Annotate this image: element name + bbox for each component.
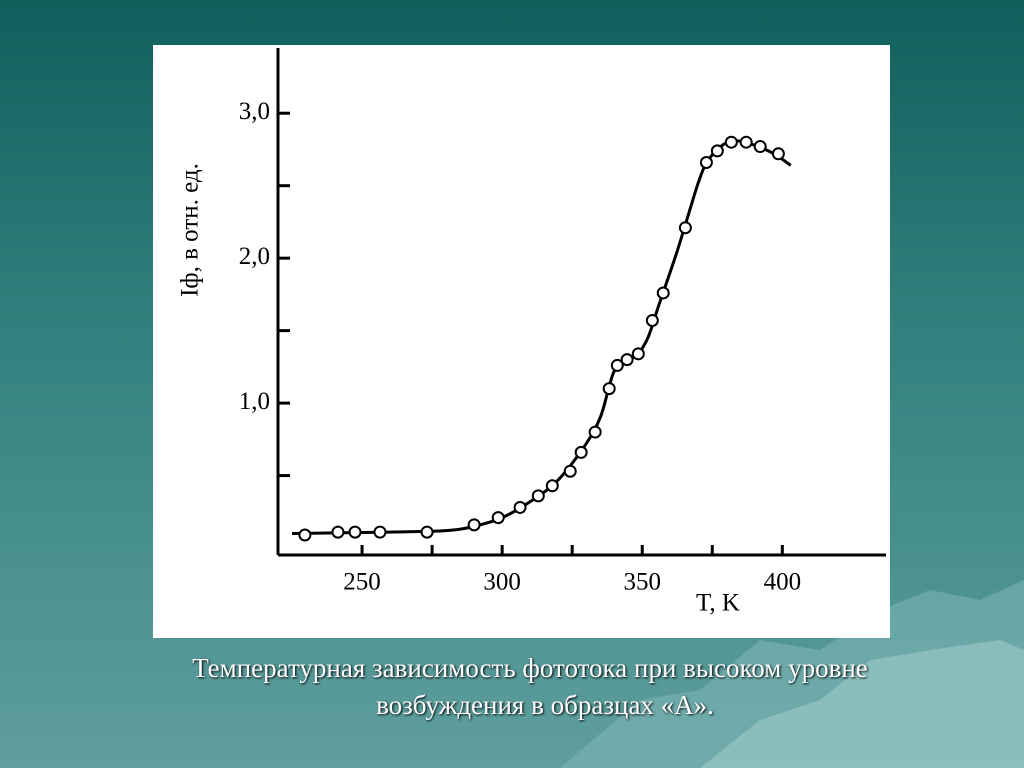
data-point [574, 445, 588, 459]
chart-panel [153, 45, 890, 638]
data-point [588, 425, 602, 439]
decor-mountain [700, 640, 1024, 768]
data-point [491, 511, 505, 525]
y-tick-label: 1,0 [239, 388, 270, 415]
caption: возбуждения в образцах «А». [376, 690, 714, 720]
data-point [531, 489, 545, 503]
data-point [602, 382, 616, 396]
data-point [656, 286, 670, 300]
x-tick-label: 250 [343, 569, 381, 596]
data-point [331, 525, 345, 539]
data-point [678, 221, 692, 235]
x-tick-label: 400 [764, 569, 802, 596]
data-point [710, 144, 724, 158]
y-axis-label: Iф, в отн. ед. [177, 163, 204, 297]
data-point [298, 528, 312, 542]
data-point [467, 518, 481, 532]
caption: Температурная зависимость фототока при в… [192, 653, 868, 683]
data-point [645, 313, 659, 327]
data-point [699, 156, 713, 170]
y-tick-label: 3,0 [239, 98, 270, 125]
y-tick-label: 2,0 [239, 243, 270, 270]
data-point [373, 525, 387, 539]
data-point [348, 525, 362, 539]
data-point [631, 347, 645, 361]
x-axis-label: T, K [696, 590, 740, 617]
data-point [739, 135, 753, 149]
x-tick-label: 350 [623, 569, 661, 596]
data-point [724, 135, 738, 149]
x-tick-label: 300 [483, 569, 521, 596]
data-point [610, 358, 624, 372]
data-point [563, 464, 577, 478]
data-point [513, 500, 527, 514]
data-point [545, 479, 559, 493]
data-point [753, 140, 767, 154]
data-point [620, 353, 634, 367]
data-point [420, 525, 434, 539]
data-point [771, 147, 785, 161]
